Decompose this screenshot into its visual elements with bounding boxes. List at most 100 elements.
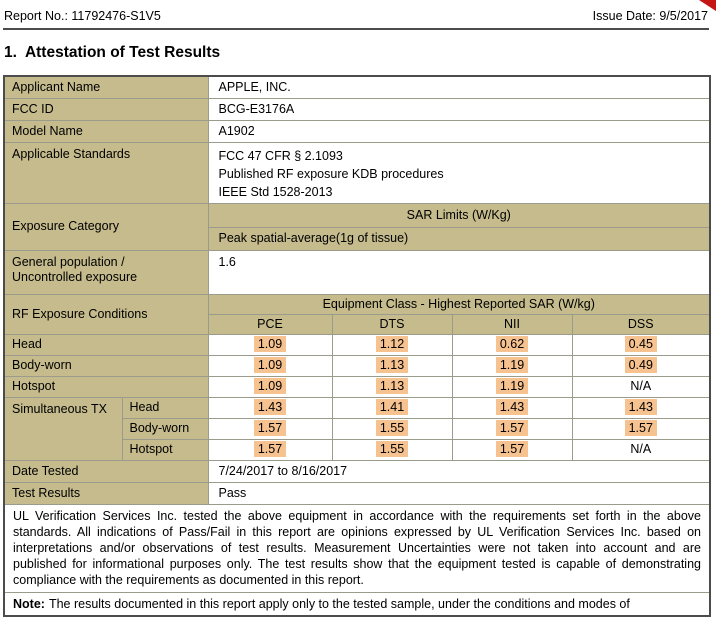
row-label: RF Exposure Conditions xyxy=(3,293,209,335)
sar-limit-value: 1.6 xyxy=(207,249,711,295)
note-label: Note: xyxy=(13,596,45,611)
note-text: The results documented in this report ap… xyxy=(48,596,630,611)
sar-value-cell: 1.57 xyxy=(451,438,573,461)
standard-line: FCC 47 CFR § 2.1093 xyxy=(218,148,343,163)
table-row: Applicable Standards FCC 47 CFR § 2.1093… xyxy=(3,141,711,204)
sar-value: 1.55 xyxy=(375,420,409,436)
sar-value: 0.45 xyxy=(624,336,657,352)
sar-value-cell: 1.13 xyxy=(331,375,453,398)
sar-value: 1.57 xyxy=(624,420,657,436)
standard-line: Published RF exposure KDB procedures xyxy=(218,166,444,181)
fcc-id-value: BCG-E3176A xyxy=(207,97,711,121)
sar-value: N/A xyxy=(630,442,652,456)
standards-list: FCC 47 CFR § 2.1093 Published RF exposur… xyxy=(207,141,711,204)
row-label: Date Tested xyxy=(3,459,209,483)
table-row: Exposure Category SAR Limits (W/Kg) xyxy=(3,202,711,251)
sar-value-cell: 1.43 xyxy=(451,396,573,419)
equipment-class-header: Equipment Class - Highest Reported SAR (… xyxy=(207,293,711,315)
sar-value: 1.57 xyxy=(253,420,287,436)
attestation-paragraph: UL Verification Services Inc. tested the… xyxy=(3,503,711,593)
condition-label: Hotspot xyxy=(121,438,209,461)
group-label: Simultaneous TX xyxy=(3,396,123,461)
sar-value: 1.09 xyxy=(253,378,287,394)
table-row: UL Verification Services Inc. tested the… xyxy=(3,503,711,593)
sar-value-cell: N/A xyxy=(571,375,711,398)
row-label: Test Results xyxy=(3,481,209,505)
sar-value: 1.13 xyxy=(375,357,409,373)
row-label: Exposure Category xyxy=(3,202,209,251)
sar-value-cell: 0.49 xyxy=(571,354,711,377)
sar-value: 1.43 xyxy=(624,399,657,415)
table-row: Test Results Pass xyxy=(3,481,711,505)
sar-value-cell: 1.57 xyxy=(207,438,333,461)
attestation-table: Applicant Name APPLE, INC. FCC ID BCG-E3… xyxy=(3,75,711,617)
date-tested-value: 7/24/2017 to 8/16/2017 xyxy=(207,459,711,483)
sar-value-cell: 1.57 xyxy=(571,417,711,440)
table-row: FCC ID BCG-E3176A xyxy=(3,97,711,121)
table-row: RF Exposure Conditions Equipment Class -… xyxy=(3,293,711,335)
issue-date: Issue Date: 9/5/2017 xyxy=(592,9,708,23)
sar-value: 1.43 xyxy=(495,399,529,415)
sar-value-cell: 0.45 xyxy=(571,333,711,356)
sar-limits-header: SAR Limits (W/Kg) xyxy=(207,202,711,228)
condition-label: Hotspot xyxy=(3,375,209,398)
sar-value-cell: 1.09 xyxy=(207,333,333,356)
table-row: PCE DTS NII DSS xyxy=(4,313,711,335)
column-header-dts: DTS xyxy=(331,313,453,335)
condition-label: Head xyxy=(121,396,209,419)
sar-value: 1.19 xyxy=(495,357,529,373)
sar-value-cell: 1.09 xyxy=(207,354,333,377)
table-row: Simultaneous TX Head 1.43 1.41 1.43 1.43 xyxy=(3,396,711,461)
table-row: General population / Uncontrolled exposu… xyxy=(3,249,711,295)
table-row: Note: The results documented in this repo… xyxy=(3,591,711,616)
column-header-dss: DSS xyxy=(571,313,711,335)
table-row: Model Name A1902 xyxy=(3,119,711,143)
sar-value-cell: 1.55 xyxy=(331,417,453,440)
condition-label: Body-worn xyxy=(3,354,209,377)
sar-value-cell: 1.57 xyxy=(207,417,333,440)
row-label: General population / Uncontrolled exposu… xyxy=(3,249,209,295)
condition-label: Head xyxy=(3,333,209,356)
sar-value: 1.55 xyxy=(375,441,409,457)
sar-value: 1.57 xyxy=(495,420,529,436)
sar-value-cell: 1.41 xyxy=(331,396,453,419)
condition-label: Body-worn xyxy=(121,417,209,440)
test-results-value: Pass xyxy=(207,481,711,505)
sar-value: 1.09 xyxy=(253,336,287,352)
sar-value: 1.43 xyxy=(253,399,287,415)
sar-value: 1.09 xyxy=(253,357,287,373)
sar-value-cell: 1.55 xyxy=(331,438,453,461)
sar-value-cell: 1.57 xyxy=(451,417,573,440)
sar-value: 1.41 xyxy=(375,399,409,415)
table-row: Date Tested 7/24/2017 to 8/16/2017 xyxy=(3,459,711,483)
peak-spatial-label: Peak spatial-average(1g of tissue) xyxy=(207,226,711,251)
column-header-nii: NII xyxy=(451,313,573,335)
row-label: Applicable Standards xyxy=(3,141,209,204)
sar-value-cell: 0.62 xyxy=(451,333,573,356)
sar-value-cell: 1.19 xyxy=(451,375,573,398)
sar-value-cell: 1.09 xyxy=(207,375,333,398)
sar-value: N/A xyxy=(630,379,652,393)
sar-value: 1.19 xyxy=(495,378,529,394)
standard-line: IEEE Std 1528-2013 xyxy=(218,184,333,199)
table-row: Head 1.09 1.12 0.62 0.45 xyxy=(3,333,711,356)
row-label: Model Name xyxy=(3,119,209,143)
sar-value-cell: 1.43 xyxy=(571,396,711,419)
row-label: Applicant Name xyxy=(3,75,209,99)
sar-value: 0.49 xyxy=(624,357,657,373)
report-number: Report No.: 11792476-S1V5 xyxy=(4,9,161,23)
sar-value: 1.13 xyxy=(375,378,409,394)
page-corner-mark xyxy=(699,0,716,11)
sar-value-cell: 1.19 xyxy=(451,354,573,377)
applicant-name-value: APPLE, INC. xyxy=(207,75,711,99)
section-title-text: Attestation of Test Results xyxy=(24,44,221,61)
page-header: Report No.: 11792476-S1V5 Issue Date: 9/… xyxy=(3,0,709,30)
table-row: Applicant Name APPLE, INC. xyxy=(3,75,711,99)
sar-value-cell: 1.13 xyxy=(331,354,453,377)
sar-value: 0.62 xyxy=(495,336,529,352)
model-name-value: A1902 xyxy=(207,119,711,143)
table-row: Peak spatial-average(1g of tissue) xyxy=(4,226,711,251)
note-paragraph: Note: The results documented in this repo… xyxy=(3,591,711,616)
sar-value-cell: N/A xyxy=(571,438,711,461)
